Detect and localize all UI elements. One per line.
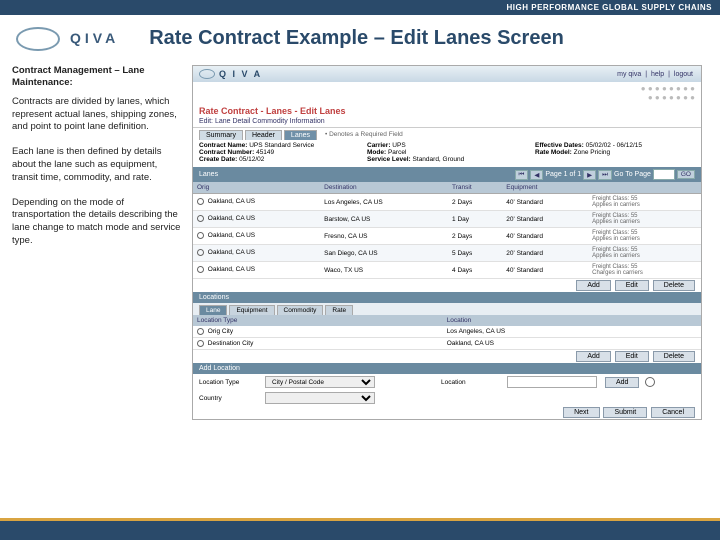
- top-banner: HIGH PERFORMANCE GLOBAL SUPPLY CHAINS: [0, 0, 720, 15]
- search-icon[interactable]: [645, 377, 655, 387]
- tab-summary[interactable]: Summary: [199, 130, 243, 140]
- subtab-rate[interactable]: Rate: [325, 305, 353, 315]
- lanes-col-orig[interactable]: Orig: [193, 182, 320, 194]
- app-logo-icon: [199, 69, 215, 79]
- loc-col-location[interactable]: Location: [443, 315, 701, 326]
- left-paragraph-3: Depending on the mode of transportation …: [12, 197, 182, 248]
- location-input[interactable]: [507, 376, 597, 388]
- app-links: my qiva | help | logout: [615, 71, 695, 78]
- loctype-select[interactable]: City / Postal Code: [265, 376, 375, 388]
- lanes-col-equip[interactable]: Equipment: [502, 182, 588, 194]
- loc-delete-button[interactable]: Delete: [653, 351, 695, 362]
- lanes-col-transit[interactable]: Transit: [448, 182, 502, 194]
- logo: QIVA: [12, 23, 119, 53]
- pager-prev-icon[interactable]: ◀: [530, 170, 543, 180]
- slide-header: QIVA Rate Contract Example – Edit Lanes …: [0, 15, 720, 61]
- contract-info: Contract Name: UPS Standard Service Carr…: [193, 140, 701, 167]
- lanes-pager: ⏮ ◀ Page 1 of 1 ▶ ⏭ Go To Page GO: [515, 169, 696, 180]
- country-select[interactable]: [265, 392, 375, 404]
- goto-button[interactable]: GO: [677, 170, 695, 179]
- row-radio[interactable]: [197, 266, 204, 273]
- tab-lanes[interactable]: Lanes: [284, 130, 317, 140]
- row-radio[interactable]: [197, 249, 204, 256]
- left-paragraph-2: Each lane is then defined by details abo…: [12, 146, 182, 184]
- logo-text: QIVA: [70, 30, 119, 46]
- table-row[interactable]: Oakland, CA USFresno, CA US2 Days40' Sta…: [193, 228, 701, 245]
- loc-add-button[interactable]: Add: [576, 351, 610, 362]
- goto-input[interactable]: [653, 169, 675, 180]
- table-row[interactable]: Oakland, CA USSan Diego, CA US5 Days20' …: [193, 245, 701, 262]
- row-radio[interactable]: [197, 232, 204, 239]
- table-row[interactable]: Oakland, CA USLos Angeles, CA US2 Days40…: [193, 194, 701, 211]
- lanes-section-bar: Lanes ⏮ ◀ Page 1 of 1 ▶ ⏭ Go To Page GO: [193, 167, 701, 182]
- submit-button[interactable]: Submit: [603, 407, 647, 418]
- subtab-commodity[interactable]: Commodity: [277, 305, 324, 315]
- subtab-lane[interactable]: Lane: [199, 305, 227, 315]
- logout-link[interactable]: logout: [674, 71, 693, 78]
- loctype-label: Location Type: [199, 379, 259, 386]
- page-title: Rate Contract Example – Edit Lanes Scree…: [149, 27, 564, 50]
- pager-last-icon[interactable]: ⏭: [598, 170, 612, 180]
- location-subtabs: Lane Equipment Commodity Rate: [193, 303, 701, 315]
- addloc-header: Add Location: [199, 365, 240, 372]
- app-screenshot: Q I V A my qiva | help | logout ● ● ● ● …: [192, 65, 702, 420]
- pager-page: Page 1 of 1: [545, 171, 581, 178]
- country-label: Country: [199, 395, 259, 402]
- location-label: Location: [441, 379, 501, 386]
- screen-title: Rate Contract - Lanes - Edit Lanes: [193, 104, 701, 118]
- row-radio[interactable]: [197, 215, 204, 222]
- addloc-row-1: Location Type City / Postal Code Locatio…: [193, 374, 701, 390]
- locations-section-bar: Locations: [193, 292, 701, 303]
- lanes-delete-button[interactable]: Delete: [653, 280, 695, 291]
- table-row[interactable]: Oakland, CA USBarstow, CA US1 Day20' Sta…: [193, 211, 701, 228]
- lanes-table: Orig Destination Transit Equipment Oakla…: [193, 182, 701, 279]
- help-link[interactable]: help: [651, 71, 664, 78]
- table-row[interactable]: Destination CityOakland, CA US: [193, 338, 701, 350]
- slide-footer: [0, 518, 720, 540]
- left-subtitle: Contract Management – Lane Maintenance:: [12, 65, 182, 90]
- addloc-add-button[interactable]: Add: [605, 377, 639, 388]
- app-brand: Q I V A: [199, 69, 262, 79]
- lanes-col-dest[interactable]: Destination: [320, 182, 448, 194]
- logo-icon: [12, 23, 62, 53]
- loc-col-type[interactable]: Location Type: [193, 315, 443, 326]
- cancel-button[interactable]: Cancel: [651, 407, 695, 418]
- table-row[interactable]: Oakland, CA USWaco, TX US4 Days40' Stand…: [193, 262, 701, 279]
- lanes-buttons: Add Edit Delete: [193, 279, 701, 292]
- locations-buttons: Add Edit Delete: [193, 350, 701, 363]
- lanes-edit-button[interactable]: Edit: [615, 280, 649, 291]
- description-column: Contract Management – Lane Maintenance: …: [12, 65, 182, 420]
- loc-edit-button[interactable]: Edit: [615, 351, 649, 362]
- next-button[interactable]: Next: [563, 407, 599, 418]
- goto-label: Go To Page: [614, 171, 651, 178]
- required-note: • Denotes a Required Field: [319, 130, 409, 140]
- addloc-section-bar: Add Location: [193, 363, 701, 374]
- pager-first-icon[interactable]: ⏮: [515, 170, 529, 180]
- screen-subtitle: Edit: Lane Detail Commodity Information: [193, 118, 701, 128]
- subtab-equipment[interactable]: Equipment: [229, 305, 274, 315]
- lanes-add-button[interactable]: Add: [576, 280, 610, 291]
- main-tabs: Summary Header Lanes • Denotes a Require…: [193, 128, 701, 140]
- myqiva-link[interactable]: my qiva: [617, 71, 641, 78]
- locations-table: Location Type Location Orig CityLos Ange…: [193, 315, 701, 350]
- tab-header[interactable]: Header: [245, 130, 282, 140]
- pager-next-icon[interactable]: ▶: [583, 170, 596, 180]
- locations-header: Locations: [199, 294, 229, 301]
- left-paragraph-1: Contracts are divided by lanes, which re…: [12, 96, 182, 134]
- addloc-row-2: Country: [193, 390, 701, 406]
- table-row[interactable]: Orig CityLos Angeles, CA US: [193, 326, 701, 338]
- row-radio[interactable]: [197, 340, 204, 347]
- footer-buttons: Next Submit Cancel: [193, 406, 701, 419]
- row-radio[interactable]: [197, 328, 204, 335]
- row-radio[interactable]: [197, 198, 204, 205]
- app-header: Q I V A my qiva | help | logout: [193, 66, 701, 82]
- lanes-header: Lanes: [199, 171, 218, 178]
- decorative-dots: ● ● ● ● ● ● ● ●● ● ● ● ● ● ●: [193, 82, 701, 104]
